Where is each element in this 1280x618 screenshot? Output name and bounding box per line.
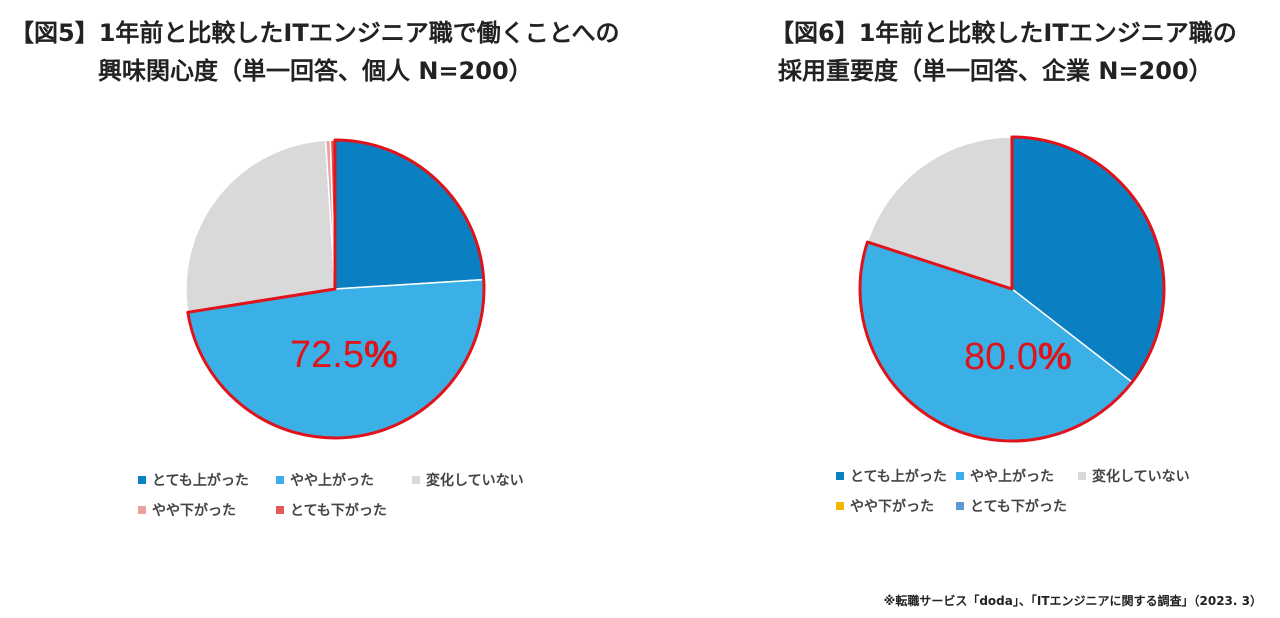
- highlight-total-right-value: 80.0: [964, 336, 1038, 378]
- chart-title-left-line1: 【図5】1年前と比較したITエンジニア職で働くことへの: [10, 19, 620, 47]
- legend-left-label-2: 変化していない: [426, 473, 524, 489]
- pie-left-highlight-outline: [186, 138, 486, 440]
- legend-right-label-3: やや下がった: [850, 499, 934, 515]
- legend-right-item-0: とても上がった: [836, 466, 947, 486]
- legend-right-item-3: やや下がった: [836, 496, 934, 516]
- pie-right-slice-2: [866, 136, 1013, 291]
- highlight-total-left: 72.5%: [290, 334, 398, 377]
- legend-right-label-4: とても下がった: [970, 499, 1067, 515]
- chart-title-left-line2: 興味関心度（単一回答、個人 N=200）: [98, 57, 533, 85]
- legend-left-label-0: とても上がった: [152, 473, 249, 489]
- legend-right-item-2: 変化していない: [1078, 466, 1190, 486]
- legend-left-swatch-4: [276, 506, 284, 514]
- legend-left-item-2: 変化していない: [412, 470, 524, 490]
- legend-right-swatch-4: [956, 502, 964, 510]
- legend-right-label-2: 変化していない: [1092, 469, 1190, 485]
- highlight-total-right-unit: %: [1037, 336, 1072, 378]
- highlight-total-left-value: 72.5: [290, 334, 364, 376]
- legend-left-swatch-0: [138, 476, 146, 484]
- legend-left-item-1: やや上がった: [276, 470, 374, 490]
- highlight-total-left-unit: %: [363, 334, 398, 376]
- legend-right-item-4: とても下がった: [956, 496, 1067, 516]
- chart-title-right: 【図6】1年前と比較したITエンジニア職の 採用重要度（単一回答、企業 N=20…: [770, 14, 1280, 90]
- legend-right-swatch-0: [836, 472, 844, 480]
- legend-right-label-0: とても上がった: [850, 469, 947, 485]
- pie-right-highlight-outline: [858, 135, 1166, 443]
- legend-left-item-3: やや下がった: [138, 500, 236, 520]
- chart-title-right-line1: 【図6】1年前と比較したITエンジニア職の: [770, 19, 1237, 47]
- legend-left-label-1: やや上がった: [290, 473, 374, 489]
- legend-left-swatch-1: [276, 476, 284, 484]
- legend-right-item-1: やや上がった: [956, 466, 1054, 486]
- source-note: ※転職サービス「doda」、「ITエンジニアに関する調査」（2023. 3）: [883, 594, 1262, 608]
- legend-right-swatch-1: [956, 472, 964, 480]
- legend-left-swatch-2: [412, 476, 420, 484]
- legend-right-swatch-2: [1078, 472, 1086, 480]
- legend-left-item-4: とても下がった: [276, 500, 387, 520]
- chart-title-left: 【図5】1年前と比較したITエンジニア職で働くことへの 興味関心度（単一回答、個…: [10, 14, 650, 90]
- highlight-total-right: 80.0%: [964, 336, 1072, 379]
- legend-left-item-0: とても上がった: [138, 470, 249, 490]
- chart-title-right-line2: 採用重要度（単一回答、企業 N=200）: [778, 57, 1213, 85]
- legend-right-swatch-3: [836, 502, 844, 510]
- pie-left-slice-2: [185, 139, 336, 314]
- legend-left-label-4: とても下がった: [290, 503, 387, 519]
- legend-left-label-3: やや下がった: [152, 503, 236, 519]
- legend-left-swatch-3: [138, 506, 146, 514]
- legend-right-label-1: やや上がった: [970, 469, 1054, 485]
